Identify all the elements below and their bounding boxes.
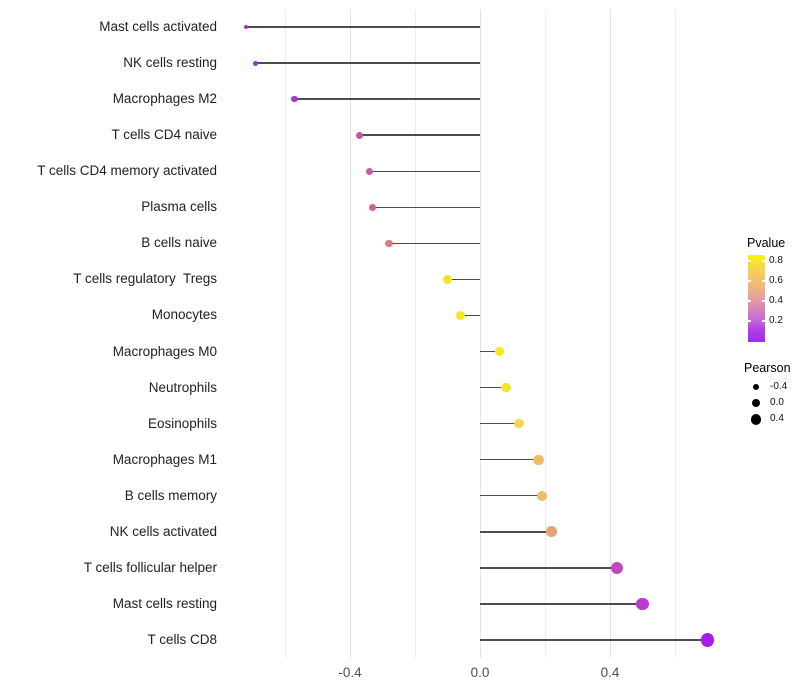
lollipop-stem <box>480 531 552 533</box>
lollipop-stem <box>294 98 480 100</box>
colorbar-tick-mark <box>762 280 765 282</box>
x-axis-tick-label: -0.4 <box>338 665 362 680</box>
lollipop-stem <box>246 26 480 28</box>
colorbar-tick-mark <box>748 320 751 322</box>
y-axis-label: B cells naive <box>141 235 217 251</box>
pearson-size-dot <box>750 414 762 425</box>
gridline-0.4 <box>609 10 611 658</box>
y-axis-label: T cells follicular helper <box>83 559 217 575</box>
gridline--0.2 <box>414 10 416 658</box>
data-point <box>244 25 248 29</box>
y-axis-label: Monocytes <box>151 307 217 323</box>
colorbar-tick-mark <box>748 280 751 282</box>
data-point <box>365 167 374 175</box>
data-point <box>253 60 259 66</box>
x-axis-tick-label: 0.0 <box>470 665 490 680</box>
colorbar-tick-label: 0.8 <box>769 255 783 266</box>
y-axis-label: Plasma cells <box>141 199 217 215</box>
y-axis-label: Macrophages M2 <box>112 91 217 107</box>
colorbar-tick-label: 0.6 <box>769 275 783 286</box>
data-point <box>700 633 715 647</box>
y-axis-label: T cells CD4 memory activated <box>37 163 217 179</box>
y-axis-label: Mast cells resting <box>112 595 217 611</box>
lollipop-stem <box>480 603 643 605</box>
y-axis-label: T cells CD8 <box>147 632 217 647</box>
y-axis-label: Mast cells activated <box>99 19 217 34</box>
lollipop-stem <box>389 242 480 245</box>
data-point <box>356 131 364 139</box>
lollipop-stem <box>372 206 480 208</box>
data-point <box>501 382 511 393</box>
y-axis-label: Macrophages M0 <box>112 343 217 359</box>
lollipop-stem <box>480 567 617 569</box>
data-point <box>610 561 623 574</box>
pvalue-legend-title: Pvalue <box>747 236 786 250</box>
colorbar-tick-mark <box>762 260 765 262</box>
y-axis-label: NK cells activated <box>109 523 217 539</box>
lollipop-stem <box>447 278 480 281</box>
y-axis-label: B cells memory <box>124 487 217 503</box>
pvalue-colorbar <box>748 255 765 342</box>
data-point <box>533 454 544 465</box>
lollipop-stem <box>255 62 480 64</box>
pearson-size-label: 0.0 <box>770 397 784 409</box>
y-axis-label: Eosinophils <box>147 415 217 431</box>
colorbar-tick-mark <box>748 260 751 262</box>
y-axis-label: Neutrophils <box>148 379 217 395</box>
gridline--0.4 <box>349 10 351 658</box>
data-point <box>536 490 547 501</box>
data-point <box>494 346 505 357</box>
data-point <box>291 95 299 103</box>
pearson-legend-title: Pearson <box>744 361 791 375</box>
lollipop-stem <box>480 495 542 497</box>
colorbar-tick-mark <box>748 300 751 302</box>
lollipop-stem <box>480 639 708 641</box>
pearson-size-label: 0.4 <box>770 413 784 425</box>
x-axis-tick-label: 0.4 <box>600 665 620 680</box>
gridline-0.0 <box>479 10 481 658</box>
data-point <box>369 203 377 211</box>
y-axis-label: T cells CD4 naive <box>111 127 217 143</box>
lollipop-stem <box>480 459 539 461</box>
data-point <box>546 526 557 538</box>
pearson-size-dot <box>751 398 761 408</box>
lollipop-stem <box>480 422 519 425</box>
pearson-size-label: -0.4 <box>770 381 788 392</box>
lollipop-stem <box>359 134 480 136</box>
pearson-size-dot <box>752 383 760 391</box>
y-axis-label: Macrophages M1 <box>112 451 217 467</box>
colorbar-tick-mark <box>762 300 765 302</box>
lollipop-stem <box>480 350 500 353</box>
colorbar-tick-label: 0.4 <box>769 295 783 307</box>
y-axis-label: NK cells resting <box>123 55 217 71</box>
data-point <box>443 275 452 284</box>
gridline-0.6 <box>674 10 676 658</box>
y-axis-label: T cells regulatory Tregs <box>73 271 217 287</box>
data-point <box>456 310 465 320</box>
lollipop-stem <box>480 386 506 389</box>
data-point <box>636 597 649 611</box>
gridline-0.2 <box>544 10 546 658</box>
lollipop-stem <box>369 170 480 172</box>
gridline--0.6 <box>284 10 286 658</box>
data-point <box>514 418 524 429</box>
colorbar-tick-label: 0.2 <box>769 315 783 327</box>
data-point <box>385 239 393 248</box>
colorbar-tick-mark <box>762 320 765 322</box>
lollipop-stem <box>460 314 480 317</box>
